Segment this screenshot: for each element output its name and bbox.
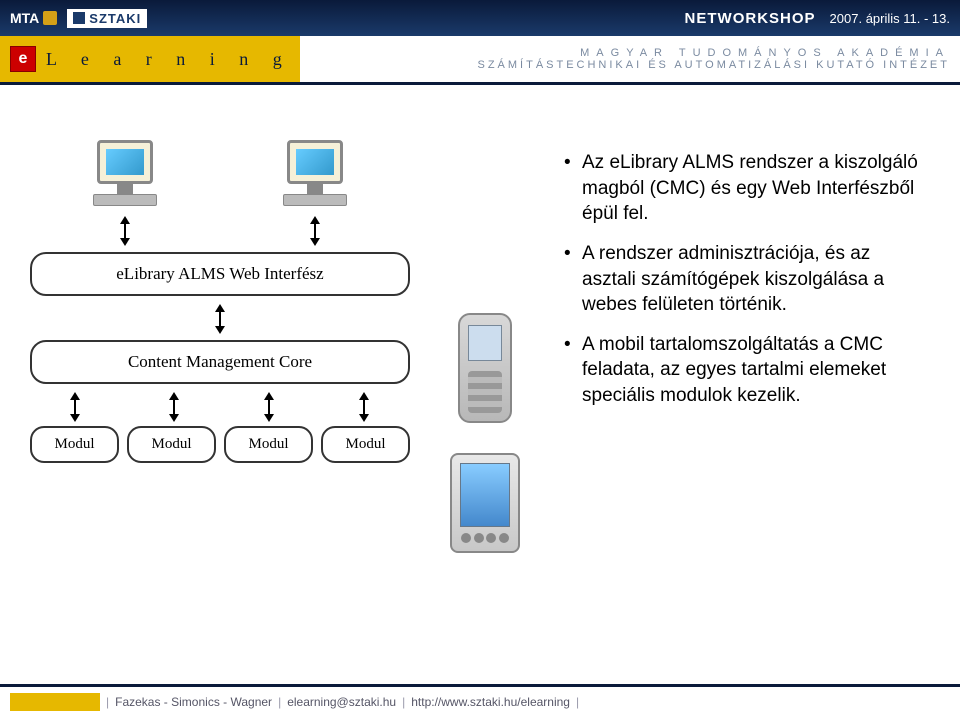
elearning-block: e L e a r n i n g — [0, 36, 300, 82]
mobile-phone-icon — [458, 313, 512, 423]
footer-left: | Fazekas - Simonics - Wagner | elearnin… — [10, 693, 579, 711]
pda-icon — [450, 453, 520, 553]
double-arrow-icon — [357, 392, 371, 422]
double-arrow-icon — [262, 392, 276, 422]
diagram-column: eLibrary ALMS Web Interfész Content Mana… — [30, 120, 410, 666]
modules-row: Modul Modul Modul Modul — [30, 426, 410, 463]
module-box: Modul — [224, 426, 313, 463]
computer-icon — [93, 140, 157, 206]
header-right: NETWORKSHOP 2007. április 11. - 13. — [685, 10, 950, 27]
e-badge-icon: e — [10, 46, 36, 72]
mta-badge-icon — [43, 11, 57, 25]
slide-content: eLibrary ALMS Web Interfész Content Mana… — [0, 90, 960, 676]
bullet-item: Az eLibrary ALMS rendszer a kiszolgáló m… — [560, 150, 920, 227]
institution-line2: SZÁMÍTÁSTECHNIKAI ÉS AUTOMATIZÁLÁSI KUTA… — [477, 59, 950, 71]
header-bar: MTA SZTAKI NETWORKSHOP 2007. április 11.… — [0, 0, 960, 36]
computer-icon — [283, 140, 347, 206]
double-arrow-icon — [308, 216, 322, 246]
footer-authors: Fazekas - Simonics - Wagner — [115, 695, 272, 709]
bullet-item: A mobil tartalomszolgáltatás a CMC felad… — [560, 332, 920, 409]
arrows-mid — [30, 304, 410, 334]
institution-block: MAGYAR TUDOMÁNYOS AKADÉMIA SZÁMÍTÁSTECHN… — [300, 36, 960, 82]
sztaki-logo: SZTAKI — [67, 9, 147, 28]
devices-column — [430, 120, 540, 666]
text-column: Az eLibrary ALMS rendszer a kiszolgáló m… — [560, 120, 930, 666]
footer-url: http://www.sztaki.hu/elearning — [411, 695, 570, 709]
double-arrow-icon — [118, 216, 132, 246]
header-left: MTA SZTAKI — [10, 9, 147, 28]
module-box: Modul — [30, 426, 119, 463]
double-arrow-icon — [167, 392, 181, 422]
arrows-bottom — [30, 392, 410, 422]
footer-email: elearning@sztaki.hu — [287, 695, 396, 709]
learning-text: L e a r n i n g — [46, 49, 292, 70]
double-arrow-icon — [68, 392, 82, 422]
mta-text: MTA — [10, 10, 39, 26]
subheader: e L e a r n i n g MAGYAR TUDOMÁNYOS AKAD… — [0, 36, 960, 85]
web-interface-box: eLibrary ALMS Web Interfész — [30, 252, 410, 296]
workshop-title: NETWORKSHOP — [685, 10, 816, 27]
sztaki-mark-icon — [73, 12, 85, 24]
sztaki-text: SZTAKI — [89, 11, 141, 26]
module-box: Modul — [127, 426, 216, 463]
bullet-item: A rendszer adminisztrációja, és az aszta… — [560, 241, 920, 318]
computers-row — [30, 140, 410, 206]
institution-line1: MAGYAR TUDOMÁNYOS AKADÉMIA — [580, 47, 950, 59]
footer-bar: | Fazekas - Simonics - Wagner | elearnin… — [0, 684, 960, 716]
workshop-date: 2007. április 11. - 13. — [830, 11, 950, 26]
cmc-box: Content Management Core — [30, 340, 410, 384]
double-arrow-icon — [213, 304, 227, 334]
module-box: Modul — [321, 426, 410, 463]
arrows-top — [30, 216, 410, 246]
footer-accent-icon — [10, 693, 100, 711]
mta-logo: MTA — [10, 10, 57, 26]
